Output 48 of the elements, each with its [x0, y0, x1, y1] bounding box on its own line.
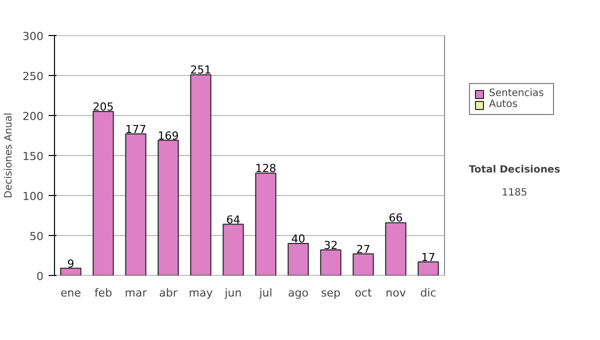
bar: [158, 140, 179, 276]
data-label: 169: [158, 129, 179, 142]
bar: [60, 268, 82, 276]
data-label: 27: [356, 242, 370, 256]
bar: [190, 74, 212, 276]
data-label: 17: [421, 250, 436, 264]
bar: [385, 222, 406, 276]
data-label: 205: [92, 100, 114, 114]
x-tick-label: feb: [94, 286, 112, 300]
data-label: 9: [67, 257, 74, 270]
x-tick-label: jun: [224, 286, 242, 300]
bar: [92, 111, 114, 276]
x-tick-label: jul: [258, 286, 272, 300]
y-tick-label: 300: [22, 30, 44, 43]
x-tick-label: mar: [124, 286, 148, 300]
bar: [222, 224, 244, 276]
y-tick-label: 100: [22, 190, 44, 203]
x-tick-label: may: [188, 286, 214, 300]
x-tick-label: dic: [420, 286, 436, 300]
bar: [288, 243, 309, 276]
data-label: 64: [226, 213, 240, 226]
x-tick-label: abr: [159, 286, 178, 300]
text: Total Decisiones: [468, 164, 560, 176]
y-tick-label: 0: [36, 270, 44, 283]
data-label: 251: [190, 64, 212, 77]
x-tick-label: sep: [321, 286, 341, 300]
x-tick-label: ago: [288, 286, 309, 300]
x-tick-label: ene: [60, 286, 82, 300]
bar: [418, 261, 439, 276]
x-tick-label: nov: [386, 286, 406, 300]
data-label: 177: [125, 122, 146, 136]
bar: [125, 133, 146, 276]
y-tick-label: 250: [22, 70, 44, 83]
bar: [352, 253, 374, 276]
data-label: 128: [255, 162, 276, 176]
data-label: 40: [291, 232, 306, 246]
bar: [320, 249, 342, 276]
y-axis-title: Decisiones Anual: [4, 112, 15, 198]
data-label: 66: [388, 212, 403, 225]
y-tick-label: 50: [30, 230, 44, 243]
bar: [255, 172, 276, 276]
y-tick-label: 150: [22, 150, 44, 163]
text: 1185: [502, 188, 528, 198]
legend-label: Autos: [489, 99, 518, 110]
data-label: 32: [324, 238, 338, 252]
legend-label: Sentencias: [489, 88, 545, 99]
y-tick-label: 200: [22, 110, 44, 123]
x-tick-label: oct: [354, 286, 372, 300]
